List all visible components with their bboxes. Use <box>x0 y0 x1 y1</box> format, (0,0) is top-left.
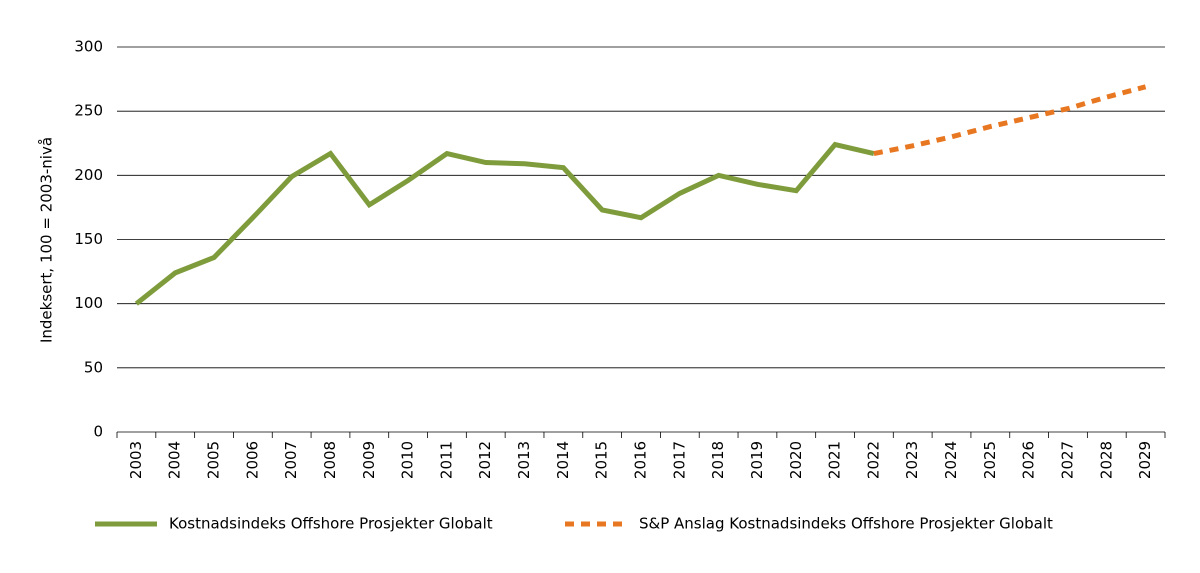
x-tick-label: 2004 <box>166 441 184 479</box>
x-tick-label: 2007 <box>282 441 300 479</box>
x-tick-label: 2005 <box>205 441 223 479</box>
x-tick-label: 2015 <box>593 441 611 479</box>
x-tick-label: 2025 <box>981 441 999 479</box>
x-tick-label: 2026 <box>1020 441 1038 479</box>
y-axis-label: Indeksert, 100 = 2003-nivå <box>38 137 56 343</box>
x-tick-label: 2024 <box>942 441 960 479</box>
x-tick-label: 2028 <box>1097 441 1115 479</box>
x-tick-label: 2018 <box>709 441 727 479</box>
y-tick-label: 100 <box>74 294 103 312</box>
x-tick-label: 2017 <box>670 441 688 479</box>
x-tick-label: 2016 <box>632 441 650 479</box>
legend-label: S&P Anslag Kostnadsindeks Offshore Prosj… <box>639 515 1053 533</box>
x-tick-label: 2019 <box>748 441 766 479</box>
y-tick-label: 50 <box>84 358 103 376</box>
x-tick-label: 2006 <box>243 441 261 479</box>
x-tick-label: 2012 <box>476 441 494 479</box>
data-line <box>873 84 1147 156</box>
y-tick-label: 300 <box>74 38 103 56</box>
x-tick-label: 2008 <box>321 441 339 479</box>
x-tick-label: 2022 <box>864 441 882 479</box>
y-tick-label: 150 <box>74 230 103 248</box>
x-tick-label: 2011 <box>437 441 455 479</box>
y-tick-label: 0 <box>93 423 103 441</box>
y-tick-label: 200 <box>74 166 103 184</box>
x-tick-label: 2020 <box>787 441 805 479</box>
x-tick-label: 2013 <box>515 441 533 479</box>
x-tick-label: 2027 <box>1058 441 1076 479</box>
x-tick-label: 2023 <box>903 441 921 479</box>
legend-label: Kostnadsindeks Offshore Prosjekter Globa… <box>169 515 493 533</box>
x-tick-label: 2014 <box>554 441 572 479</box>
x-tick-label: 2009 <box>360 441 378 479</box>
data-line <box>134 141 875 306</box>
x-tick-label: 2021 <box>826 441 844 479</box>
y-tick-label: 250 <box>74 102 103 120</box>
x-tick-label: 2029 <box>1136 441 1154 479</box>
x-tick-label: 2010 <box>399 441 417 479</box>
x-tick-label: 2003 <box>127 441 145 479</box>
